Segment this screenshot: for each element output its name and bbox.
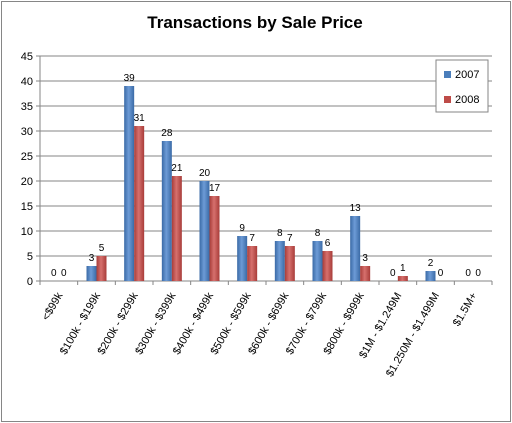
- y-tick-label: 35: [21, 101, 33, 113]
- bar-2007: [161, 141, 172, 281]
- y-tick-label: 30: [21, 126, 33, 138]
- data-label-2007: 0: [390, 268, 396, 279]
- y-tick-label: 15: [21, 201, 33, 213]
- data-label-2008: 1: [400, 263, 406, 274]
- x-tick-label: $800k - $999k: [322, 290, 368, 357]
- data-label-2008: 21: [171, 163, 183, 174]
- data-label-2007: 20: [199, 168, 211, 179]
- x-tick-label: $400k - $499k: [171, 290, 217, 357]
- x-tick-label: $200k - $299k: [96, 290, 142, 357]
- chart-title: Transactions by Sale Price: [147, 13, 362, 32]
- data-label-2007: 39: [124, 73, 136, 84]
- data-label-2007: 9: [239, 223, 245, 234]
- data-label-2007: 8: [277, 228, 283, 239]
- bar-2008: [247, 246, 258, 281]
- data-label-2007: 8: [315, 228, 321, 239]
- data-label-2008: 0: [438, 268, 444, 279]
- bar-2008: [360, 266, 371, 281]
- legend-swatch-2008: [444, 96, 451, 103]
- data-label-2008: 31: [134, 113, 146, 124]
- bar-2008: [171, 176, 182, 281]
- data-label-2008: 17: [209, 183, 221, 194]
- x-tick-label: $700k - $799k: [284, 290, 330, 357]
- data-label-2008: 7: [287, 233, 293, 244]
- bars: [86, 86, 436, 281]
- x-tick-label: $500k - $599k: [209, 290, 255, 357]
- data-label-2008: 0: [61, 268, 67, 279]
- bar-2007: [237, 236, 248, 281]
- data-label-2007: 13: [350, 203, 362, 214]
- data-label-2008: 0: [475, 268, 481, 279]
- data-label-2008: 5: [99, 243, 105, 254]
- legend-label-2007: 2007: [455, 69, 479, 81]
- data-label-2007: 3: [89, 253, 95, 264]
- legend-swatch-2007: [444, 71, 451, 78]
- y-tick-label: 20: [21, 176, 33, 188]
- bar-2008: [209, 196, 220, 281]
- axes: [36, 55, 493, 285]
- bar-2007: [312, 241, 323, 281]
- data-label-2007: 2: [428, 258, 434, 269]
- x-tick-label: <$99k: [40, 290, 66, 323]
- y-tick-label: 40: [21, 76, 33, 88]
- y-tick-label: 0: [27, 276, 33, 288]
- x-tick-label: $100k - $199k: [58, 290, 104, 357]
- y-tick-label: 25: [21, 151, 33, 163]
- data-label-2007: 0: [465, 268, 471, 279]
- gridlines: [40, 55, 492, 257]
- x-tick-label: $1.5M+: [451, 290, 480, 328]
- bar-2007: [350, 216, 361, 281]
- y-tick-label: 10: [21, 226, 33, 238]
- x-tick-label: $300k - $399k: [133, 290, 179, 357]
- data-label-2008: 6: [325, 238, 331, 249]
- legend-box: [435, 59, 489, 113]
- bar-2007: [274, 241, 285, 281]
- bar-2008: [322, 251, 333, 281]
- data-label-2008: 3: [362, 253, 368, 264]
- x-tick-label: $600k - $699k: [246, 290, 292, 357]
- y-tick-label: 45: [21, 51, 33, 63]
- bar-2007: [199, 181, 210, 281]
- bar-2008: [284, 246, 295, 281]
- y-tick-label: 5: [27, 251, 33, 263]
- bar-2007: [86, 266, 97, 281]
- legend-label-2008: 2008: [455, 94, 479, 106]
- bar-2008: [397, 276, 408, 281]
- data-label-2007: 0: [51, 268, 57, 279]
- data-label-2007: 28: [161, 128, 173, 139]
- legend: 2007 2008: [435, 59, 489, 113]
- bar-2007: [425, 271, 436, 281]
- bar-2008: [134, 126, 145, 281]
- bar-2007: [124, 86, 135, 281]
- bar-2008: [96, 256, 107, 281]
- data-label-2008: 7: [249, 233, 255, 244]
